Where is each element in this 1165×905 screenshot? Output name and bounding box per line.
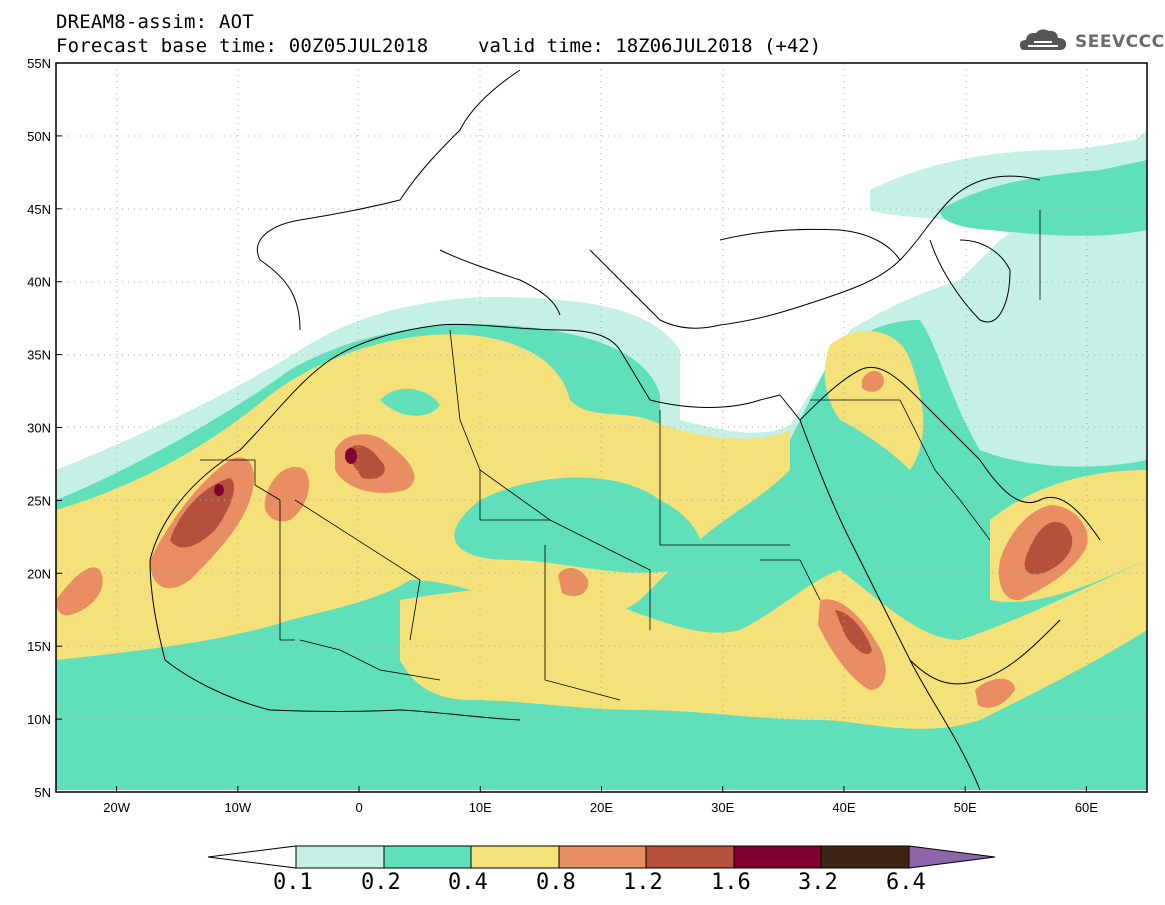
colorbar-bin-0.1	[295, 845, 385, 869]
lon-tick-label: 60E	[1075, 800, 1098, 815]
colorbar-label: 3.2	[798, 870, 838, 895]
valid-time: valid time: 18Z06JUL2018 (+42)	[478, 35, 822, 57]
colorbar-bin-1.2	[645, 845, 735, 869]
lat-tick-label: 25N	[27, 493, 51, 508]
aot-contour-1.6-mauritania	[214, 484, 224, 496]
base-time: Forecast base time: 00Z05JUL2018	[56, 35, 429, 57]
coastlines	[149, 69, 1101, 791]
lon-tick-label: 10E	[469, 800, 492, 815]
colorbar-label: 0.1	[273, 870, 313, 895]
aot-contour-0.2-ne	[940, 160, 1147, 236]
lat-tick-label: 55N	[27, 56, 51, 71]
lat-tick-label: 50N	[27, 129, 51, 144]
aot-contour-1.2-oman	[1024, 521, 1073, 575]
lon-tick-label: 40E	[832, 800, 855, 815]
aot-contour-0.4-sahel	[400, 560, 1147, 729]
aot-hole-libya	[454, 477, 702, 573]
aot-contour-1.6-algeria	[345, 448, 357, 464]
colorbar-label: 0.2	[361, 870, 401, 895]
colorbar-bin-3.2	[820, 845, 910, 869]
aot-contour-0.8-chad	[558, 568, 589, 597]
aot-contour-0.4-arabia	[824, 330, 924, 470]
colorbar-label: 0.8	[536, 870, 576, 895]
lon-tick-label: 50E	[954, 800, 977, 815]
aot-contour-0.8-atlantic	[56, 567, 103, 616]
product-title: DREAM8-assim: AOT	[56, 11, 254, 33]
lat-tick-label: 45N	[27, 202, 51, 217]
aot-contour-0.8-redsea	[818, 599, 886, 690]
colorbar-bin-0.2	[383, 845, 472, 869]
cloud-icon	[1020, 29, 1066, 50]
aot-contour-0.4	[56, 334, 790, 660]
colorbar-label: 1.6	[711, 870, 751, 895]
colorbar-bin-1.6	[733, 845, 822, 869]
logo-text: SEEVCCC	[1075, 32, 1165, 52]
lon-tick-label: 20W	[103, 800, 130, 815]
colorbar-label: 6.4	[886, 870, 926, 895]
aot-contour-0.8-somalia	[975, 678, 1015, 708]
lat-tick-label: 40N	[27, 275, 51, 290]
lon-tick-label: 30E	[711, 800, 734, 815]
colorbar-bin-0.4	[470, 845, 560, 869]
lat-tick-label: 30N	[27, 421, 51, 436]
lat-tick-label: 10N	[27, 712, 51, 727]
aot-field	[56, 63, 1147, 792]
aot-contour-0.8-mali	[264, 466, 310, 522]
lat-tick-label: 35N	[27, 348, 51, 363]
colorbar	[207, 845, 996, 869]
colorbar-high-arrow	[908, 845, 996, 869]
aot-hole-algeria	[380, 388, 440, 416]
colorbar-label: 1.2	[623, 870, 663, 895]
lat-tick-label: 15N	[27, 639, 51, 654]
lon-tick-label: 0	[355, 800, 362, 815]
lat-tick-label: 5N	[34, 785, 51, 800]
colorbar-label: 0.4	[448, 870, 488, 895]
longitude-labels: 20W 10W 0 10E 20E 30E 40E 50E 60E	[103, 786, 1098, 815]
lat-tick-label: 20N	[27, 566, 51, 581]
lon-tick-label: 20E	[590, 800, 613, 815]
colorbar-low-arrow	[207, 845, 297, 869]
lon-tick-label: 10W	[224, 800, 251, 815]
aot-contour-0.8-iraq	[862, 371, 884, 392]
country-borders	[200, 210, 1041, 701]
latitude-labels: 5N 10N 15N 20N 25N 30N 35N 40N 45N 50N 55N	[27, 56, 62, 800]
colorbar-bin-0.8	[558, 845, 647, 869]
